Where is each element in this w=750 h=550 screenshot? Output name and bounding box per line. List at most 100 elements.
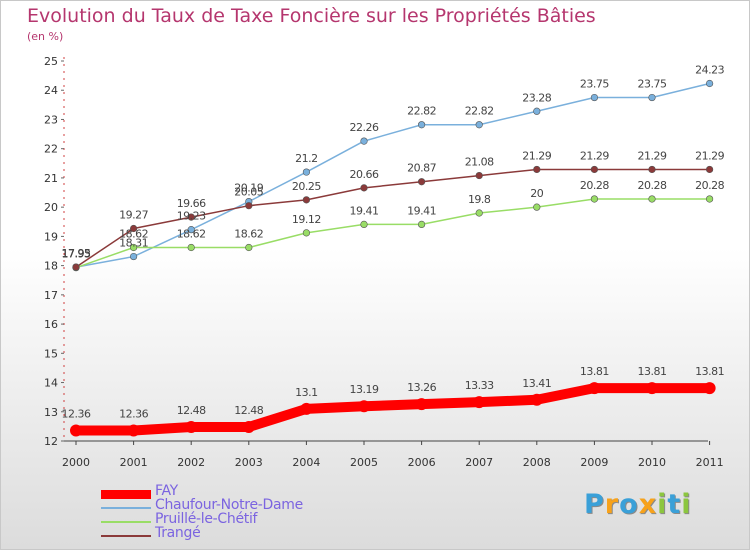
data-label: 19.41 — [407, 204, 436, 217]
data-label: 19.27 — [119, 208, 148, 221]
data-label: 13.1 — [295, 386, 318, 399]
data-label: 13.33 — [465, 379, 494, 392]
data-label: 13.41 — [522, 377, 551, 390]
data-point — [705, 195, 714, 203]
data-point — [705, 165, 714, 174]
data-label: 19.23 — [177, 210, 206, 223]
data-point — [533, 165, 541, 174]
data-point — [418, 220, 426, 228]
data-point — [418, 121, 426, 129]
y-tick-label: 21 — [44, 172, 58, 185]
legend-swatch — [101, 490, 151, 499]
data-point — [130, 243, 138, 252]
y-tick-label: 20 — [44, 201, 58, 214]
data-label: 12.36 — [62, 407, 91, 420]
data-point — [70, 424, 82, 437]
data-point — [646, 382, 658, 395]
data-label: 23.75 — [638, 78, 667, 91]
data-point — [360, 184, 368, 192]
data-point — [475, 209, 483, 217]
data-point — [415, 398, 428, 411]
chart-title: Evolution du Taux de Taxe Foncière sur l… — [27, 5, 596, 27]
legend-label: FAY — [155, 483, 178, 499]
data-label: 19.12 — [292, 213, 321, 226]
data-label: 19.41 — [350, 204, 379, 217]
data-point — [648, 93, 656, 102]
data-label: 22.82 — [465, 105, 494, 118]
legend-swatch — [101, 507, 151, 509]
data-point — [705, 79, 714, 88]
data-point — [703, 382, 716, 395]
data-label: 20.05 — [234, 186, 263, 199]
data-label: 17.95 — [62, 247, 91, 260]
data-point — [475, 171, 483, 180]
data-label: 21.2 — [295, 152, 318, 165]
data-point — [648, 195, 656, 203]
x-tick-label: 2001 — [120, 456, 148, 469]
data-point — [127, 424, 140, 437]
y-tick-label: 12 — [44, 435, 58, 448]
data-label: 18.31 — [119, 237, 148, 250]
y-tick-label: 22 — [44, 143, 58, 156]
brand-logo-letter: i — [681, 489, 692, 520]
axes: 12 13 14 15 16 17 18 19 20 21 22 23 24 25 2000 2001 2002… — [44, 55, 724, 469]
data-label: 22.82 — [407, 105, 436, 118]
data-point — [185, 420, 198, 433]
data-label: 18.62 — [234, 227, 263, 240]
data-point — [187, 243, 195, 252]
y-tick-label: 15 — [44, 347, 58, 360]
data-point — [245, 202, 253, 210]
data-label: 17.93 — [62, 248, 91, 261]
data-label: 13.19 — [350, 383, 379, 396]
data-label: 21.29 — [695, 149, 724, 162]
data-label: 21.29 — [580, 149, 609, 162]
y-tick-label: 23 — [44, 113, 58, 126]
data-label: 13.81 — [580, 365, 609, 378]
series-line-2 — [75, 198, 711, 269]
data-point — [242, 420, 255, 433]
data-point — [302, 168, 311, 176]
data-label: 18.62 — [177, 227, 206, 240]
x-tick-label: 2009 — [580, 456, 608, 469]
series-line-1 — [75, 82, 711, 268]
data-label: 18.62 — [119, 227, 148, 240]
series-line-0 — [71, 383, 715, 436]
data-label: 19.66 — [177, 197, 206, 210]
data-label: 13.81 — [695, 365, 724, 378]
series-lines — [70, 79, 716, 437]
x-tick-label: 2004 — [292, 456, 320, 469]
brand-logo-letter: t — [667, 489, 682, 520]
data-label: 20.28 — [580, 179, 609, 192]
data-point — [418, 178, 426, 186]
data-label: 21.29 — [638, 149, 667, 162]
brand-logo-letter: x — [638, 489, 658, 520]
y-tick-label: 14 — [44, 377, 58, 390]
data-point — [475, 121, 483, 129]
data-point — [588, 382, 601, 395]
data-label: 21.29 — [522, 149, 551, 162]
x-tick-label: 2005 — [350, 456, 378, 469]
data-label: 13.81 — [638, 365, 667, 378]
x-tick-label: 2006 — [408, 456, 436, 469]
data-label: 20.25 — [292, 180, 321, 193]
data-point — [590, 93, 599, 102]
y-tick-label: 13 — [44, 406, 58, 419]
data-point — [533, 107, 541, 115]
y-tick-label: 19 — [44, 230, 58, 243]
data-label: 17.95 — [62, 247, 91, 260]
legend-label: Trangé — [155, 525, 201, 541]
data-point — [300, 402, 313, 415]
data-point — [590, 195, 599, 203]
brand-logo-letter: i — [657, 489, 668, 520]
data-point — [533, 203, 541, 211]
data-label: 12.48 — [234, 404, 263, 417]
series-line-3 — [75, 168, 711, 268]
y-tick-label: 25 — [44, 55, 58, 68]
data-label: 20 — [530, 187, 543, 200]
y-tick-label: 24 — [44, 84, 58, 97]
legend-swatch — [101, 535, 151, 537]
data-label: 12.48 — [177, 404, 206, 417]
data-label: 20.66 — [350, 168, 379, 181]
data-point — [130, 224, 138, 233]
